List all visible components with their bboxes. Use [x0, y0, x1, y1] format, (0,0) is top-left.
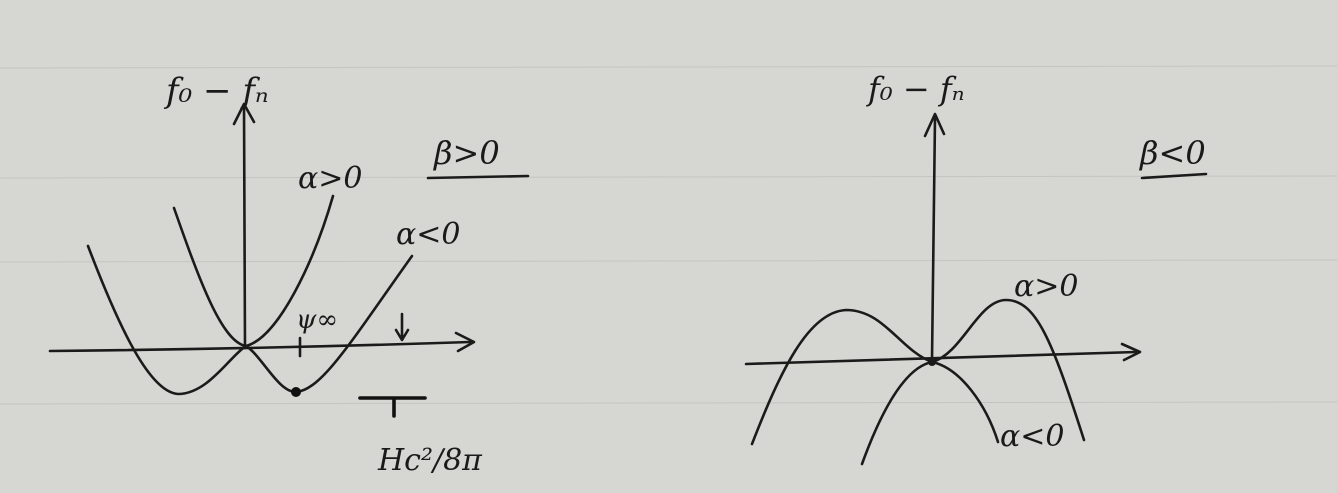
right-y-axis-label: f₀ − fₙ: [866, 70, 965, 108]
left-alpha-negative-label: α<0: [396, 217, 460, 252]
right-x-axis-arrowhead: [1120, 342, 1142, 362]
hc-marker: [358, 396, 427, 418]
psi-down-arrow: [394, 312, 410, 342]
right-curve-alpha-negative: [860, 360, 1000, 466]
right-origin-mark: [928, 358, 936, 366]
right-alpha-negative-label: α<0: [1000, 419, 1064, 454]
right-beta-underline: [1140, 172, 1208, 180]
right-y-axis-arrowhead: [923, 112, 946, 138]
left-y-axis-label: f₀ − fₙ: [163, 71, 269, 111]
left-y-axis-arrowhead: [232, 102, 256, 126]
left-x-axis-arrowhead: [454, 331, 476, 353]
left-y-axis: [242, 104, 247, 350]
psi-label: ψ∞: [296, 305, 338, 335]
left-beta-underline: [426, 174, 530, 180]
right-y-axis: [930, 116, 937, 362]
right-beta-condition: β<0: [1139, 134, 1206, 172]
right-alpha-positive-label: α>0: [1014, 269, 1078, 304]
hc-label: Hc²/8π: [377, 443, 483, 478]
paper-ruling: [0, 65, 1337, 405]
left-minimum-dot: [291, 387, 301, 397]
left-alpha-positive-label: α>0: [298, 161, 362, 196]
left-x-axis: [48, 340, 472, 353]
left-diagram: f₀ − fₙ β>0 α>0 α<0 ψ∞ Hc²/8π: [48, 71, 530, 478]
left-curve-alpha-negative: [86, 244, 414, 396]
left-beta-condition: β>0: [433, 134, 500, 172]
right-diagram: f₀ − fₙ β<0 α>0 α<0: [744, 70, 1208, 466]
